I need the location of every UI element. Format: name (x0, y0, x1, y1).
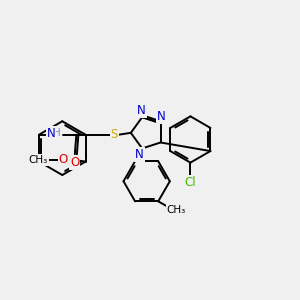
Text: CH₃: CH₃ (167, 205, 186, 215)
Text: N: N (46, 127, 55, 140)
Text: H: H (53, 128, 60, 138)
Text: O: O (70, 156, 80, 169)
Text: N: N (137, 104, 146, 117)
Text: N: N (157, 110, 166, 123)
Text: N: N (135, 148, 144, 161)
Text: CH₃: CH₃ (28, 155, 48, 165)
Text: O: O (58, 153, 68, 166)
Text: Cl: Cl (184, 176, 196, 188)
Text: S: S (111, 128, 118, 141)
